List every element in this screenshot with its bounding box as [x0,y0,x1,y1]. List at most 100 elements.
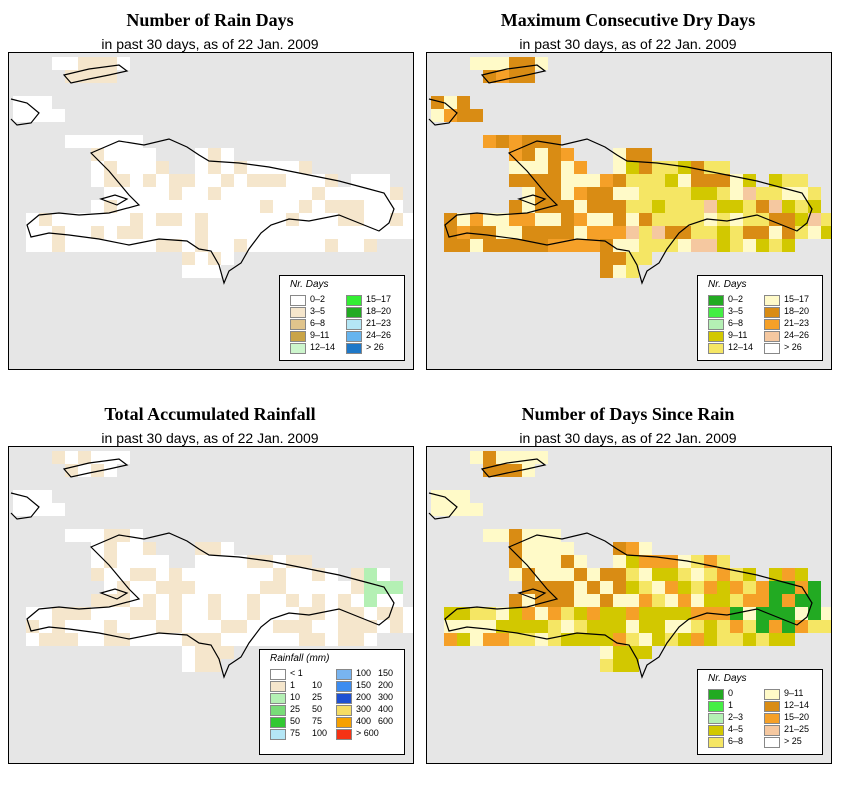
grid-cell [130,200,143,213]
grid-cell [351,568,364,581]
grid-cell [364,213,377,226]
grid-cell [156,213,169,226]
grid-cell [769,568,782,581]
grid-cell [756,594,769,607]
grid-cell [156,555,169,568]
grid-cell [104,135,117,148]
grid-cell [626,200,639,213]
grid-cell [639,620,652,633]
grid-cell [325,581,338,594]
grid-cell [678,581,691,594]
legend-swatch [346,307,362,318]
grid-cell [273,555,286,568]
grid-cell [574,161,587,174]
grid-cell [299,200,312,213]
legend-swatch [346,295,362,306]
grid-cell [351,174,364,187]
grid-cell [678,187,691,200]
grid-cell [522,57,535,70]
grid-cell [561,542,574,555]
grid-cell [743,607,756,620]
grid-cell [483,620,496,633]
grid-cell [143,239,156,252]
grid-cell [195,659,208,672]
grid-cell [509,607,522,620]
grid-cell [626,581,639,594]
grid-cell [483,135,496,148]
legend-swatch [336,669,352,680]
grid-cell [795,594,808,607]
grid-cell [613,265,626,278]
grid-cell [182,568,195,581]
grid-cell [117,620,130,633]
legend-swatch [336,681,352,692]
grid-cell [639,252,652,265]
grid-cell [143,607,156,620]
grid-cell [795,568,808,581]
grid-cell [325,213,338,226]
grid-cell [39,239,52,252]
grid-cell [626,239,639,252]
legend-swatch [764,319,780,330]
grid-cell [535,226,548,239]
legend-swatch [708,295,724,306]
grid-cell [221,607,234,620]
grid-cell [78,633,91,646]
grid-cell [665,226,678,239]
grid-cell [639,568,652,581]
grid-cell [795,213,808,226]
grid-cell [312,633,325,646]
grid-cell [299,213,312,226]
grid-cell [574,581,587,594]
grid-cell [234,174,247,187]
legend-swatch [270,693,286,704]
grid-cell [548,542,561,555]
legend-label: 15–20 [784,712,810,722]
legend-label: 2–3 [728,712,744,722]
grid-cell [678,239,691,252]
grid-cell [91,200,104,213]
grid-cell [351,213,364,226]
grid-cell [431,490,444,503]
grid-cell [91,555,104,568]
grid-cell [691,161,704,174]
grid-cell [743,174,756,187]
grid-cell [260,581,273,594]
grid-cell [470,633,483,646]
grid-cell [273,161,286,174]
grid-cell [665,620,678,633]
legend-label: 50 [290,716,301,726]
grid-cell [678,594,691,607]
grid-cell [613,646,626,659]
grid-cell [509,529,522,542]
panel-title: Maximum Consecutive Dry Days [500,10,756,30]
grid-cell [65,451,78,464]
grid-cell [535,148,548,161]
panel-title: Number of Rain Days [126,10,294,30]
grid-cell [247,226,260,239]
grid-cell [182,213,195,226]
grid-cell [639,633,652,646]
grid-cell [678,620,691,633]
grid-cell [117,239,130,252]
grid-cell [704,594,717,607]
grid-cell [561,148,574,161]
grid-cell [104,70,117,83]
grid-cell [208,646,221,659]
legend: Rainfall (mm) < 1 1 10 10 25 25 50 50 75 75 100 100… [259,649,405,755]
grid-cell [626,555,639,568]
legend-label: 150 [378,668,394,678]
grid-cell [130,529,143,542]
grid-cell [78,620,91,633]
grid-cell [299,226,312,239]
legend-swatch [708,689,724,700]
grid-cell [299,174,312,187]
grid-cell [522,174,535,187]
grid-cell [299,620,312,633]
grid-cell [548,135,561,148]
grid-cell [509,239,522,252]
grid-cell [743,581,756,594]
grid-cell [652,174,665,187]
grid-cell [130,213,143,226]
grid-cell [548,568,561,581]
